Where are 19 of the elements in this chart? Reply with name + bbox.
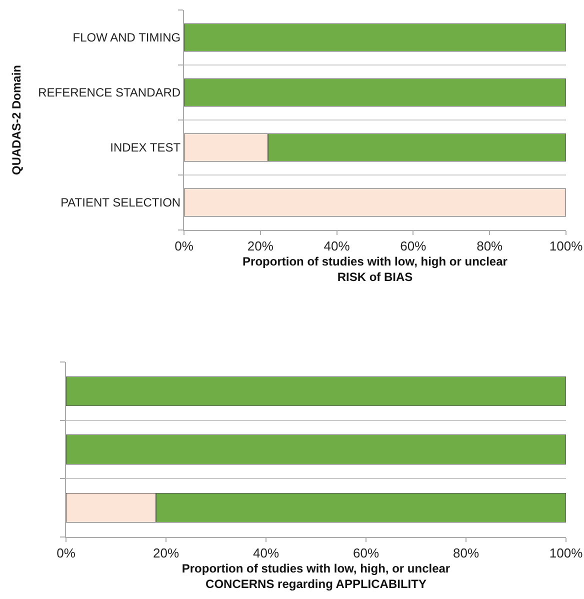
y-tick-label: INDEX TEST	[110, 140, 182, 155]
x-tick-label: 60%	[352, 546, 380, 561]
x-tick-label: 100%	[549, 546, 584, 561]
x-tick-label: 80%	[452, 546, 480, 561]
x-tick-label: 60%	[400, 238, 427, 254]
x-tick-label: 80%	[476, 238, 504, 254]
x-axis-title: Proportion of studies with low, high or unclear RISK of BIAS	[242, 254, 508, 284]
x-tick-label: 100%	[549, 238, 584, 254]
y-tick-label: REFERENCE STANDARD	[38, 86, 181, 100]
x-tick-label: 40%	[324, 238, 350, 254]
x-tick-label: 0%	[174, 238, 194, 254]
x-tick-label: 0%	[56, 546, 76, 561]
x-tick-label: 20%	[152, 546, 180, 561]
x-axis-title: Proportion of studies with low, high, or unclear CONCERNS regarding APPLICABILITY	[182, 562, 450, 592]
x-tick-label: 20%	[247, 238, 274, 254]
y-tick-label: PATIENT SELECTION	[60, 196, 181, 210]
x-tick-label: 40%	[252, 546, 280, 561]
y-tick-label: FLOW AND TIMING	[72, 30, 181, 45]
y-axis-title: QUADAS-2 Domain	[9, 64, 24, 176]
